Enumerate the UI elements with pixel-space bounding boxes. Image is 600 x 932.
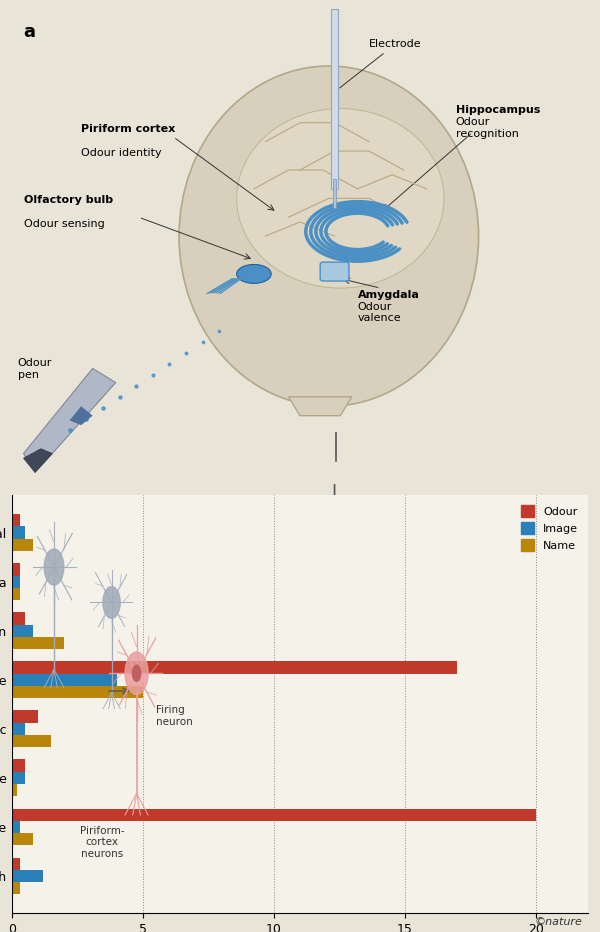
Text: Odour
recognition: Odour recognition — [455, 117, 518, 139]
Bar — [12, 527, 25, 539]
Text: Odour
pen: Odour pen — [18, 358, 52, 380]
Circle shape — [132, 665, 142, 682]
Polygon shape — [289, 397, 352, 416]
Text: Firing
neuron: Firing neuron — [156, 706, 193, 727]
Circle shape — [44, 549, 64, 585]
Legend: Odour, Image, Name: Odour, Image, Name — [517, 500, 583, 555]
Text: Electrode: Electrode — [340, 39, 422, 88]
Polygon shape — [23, 449, 52, 473]
Bar — [12, 576, 20, 588]
Bar — [12, 772, 25, 784]
Bar — [12, 760, 25, 772]
Text: a: a — [23, 23, 35, 42]
Ellipse shape — [179, 66, 479, 406]
Bar — [12, 514, 20, 527]
Bar — [12, 784, 17, 796]
Ellipse shape — [236, 265, 271, 283]
Bar — [333, 180, 336, 208]
Polygon shape — [70, 406, 92, 425]
Bar — [12, 882, 20, 895]
Bar — [12, 637, 64, 649]
Ellipse shape — [236, 108, 444, 288]
Text: Odour identity: Odour identity — [81, 148, 162, 158]
Bar — [331, 9, 338, 189]
Bar — [12, 821, 20, 833]
Text: Olfactory bulb: Olfactory bulb — [23, 195, 113, 205]
Bar — [12, 833, 33, 845]
Bar — [12, 612, 25, 624]
Bar — [12, 809, 536, 821]
Text: ©nature: ©nature — [534, 917, 582, 927]
Bar — [12, 624, 33, 637]
Bar — [12, 674, 117, 686]
Bar — [12, 686, 143, 698]
Circle shape — [103, 586, 120, 619]
Text: Piriform-
cortex
neurons: Piriform- cortex neurons — [80, 826, 124, 858]
Circle shape — [125, 652, 148, 694]
Bar — [12, 870, 43, 882]
FancyBboxPatch shape — [320, 262, 349, 281]
Bar — [12, 539, 33, 551]
Text: Amygdala: Amygdala — [358, 290, 419, 299]
Text: Hippocampus: Hippocampus — [455, 105, 540, 116]
Bar — [12, 857, 20, 870]
Bar — [12, 662, 457, 674]
Bar — [12, 563, 20, 576]
Bar — [12, 722, 25, 735]
Text: Piriform cortex: Piriform cortex — [81, 124, 175, 134]
Bar — [12, 588, 20, 600]
Bar — [12, 710, 38, 722]
Text: Odour
valence: Odour valence — [358, 302, 401, 323]
Bar — [12, 735, 51, 747]
Polygon shape — [23, 368, 116, 473]
Text: Odour sensing: Odour sensing — [23, 219, 104, 228]
